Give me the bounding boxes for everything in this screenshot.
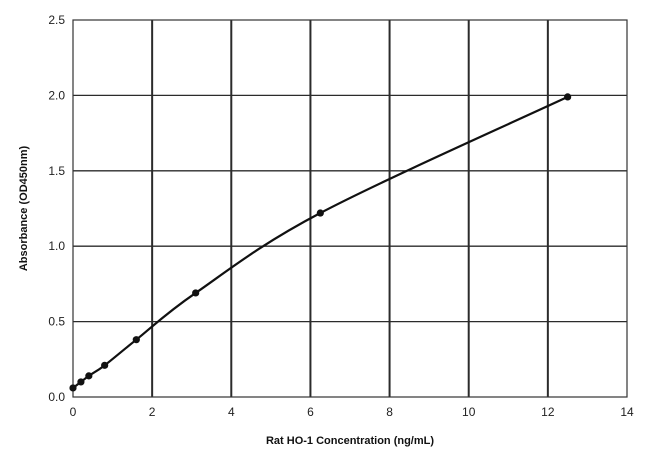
x-tick-label: 4 — [228, 405, 235, 419]
y-axis-title: Absorbance (OD450nm) — [18, 146, 30, 272]
y-tick-label: 0.0 — [48, 390, 65, 404]
x-tick-labels: 0 2 4 6 8 10 12 14 — [70, 405, 634, 419]
grid — [73, 20, 627, 397]
x-tick-label: 8 — [386, 405, 393, 419]
y-tick-label: 1.0 — [48, 239, 65, 253]
y-tick-labels: 0.0 0.5 1.0 1.5 2.0 2.5 — [48, 13, 65, 404]
x-tick-label: 0 — [70, 405, 77, 419]
data-point — [77, 378, 85, 386]
data-point — [192, 289, 200, 297]
data-point — [69, 384, 77, 392]
data-point — [101, 361, 109, 369]
y-tick-label: 2.5 — [48, 13, 65, 27]
data-point — [564, 93, 572, 101]
data-point — [132, 336, 140, 344]
data-point — [316, 209, 324, 217]
x-tick-label: 12 — [541, 405, 555, 419]
x-tick-label: 14 — [620, 405, 634, 419]
x-tick-label: 2 — [149, 405, 156, 419]
x-axis-title: Rat HO-1 Concentration (ng/mL) — [266, 435, 434, 447]
y-tick-label: 1.5 — [48, 164, 65, 178]
data-point — [85, 372, 93, 380]
y-tick-label: 0.5 — [48, 315, 65, 329]
series-line — [72, 95, 569, 389]
x-tick-label: 10 — [462, 405, 476, 419]
y-tick-label: 2.0 — [48, 88, 65, 102]
x-tick-label: 6 — [307, 405, 314, 419]
data-points — [69, 93, 572, 392]
plot-frame — [72, 19, 628, 398]
